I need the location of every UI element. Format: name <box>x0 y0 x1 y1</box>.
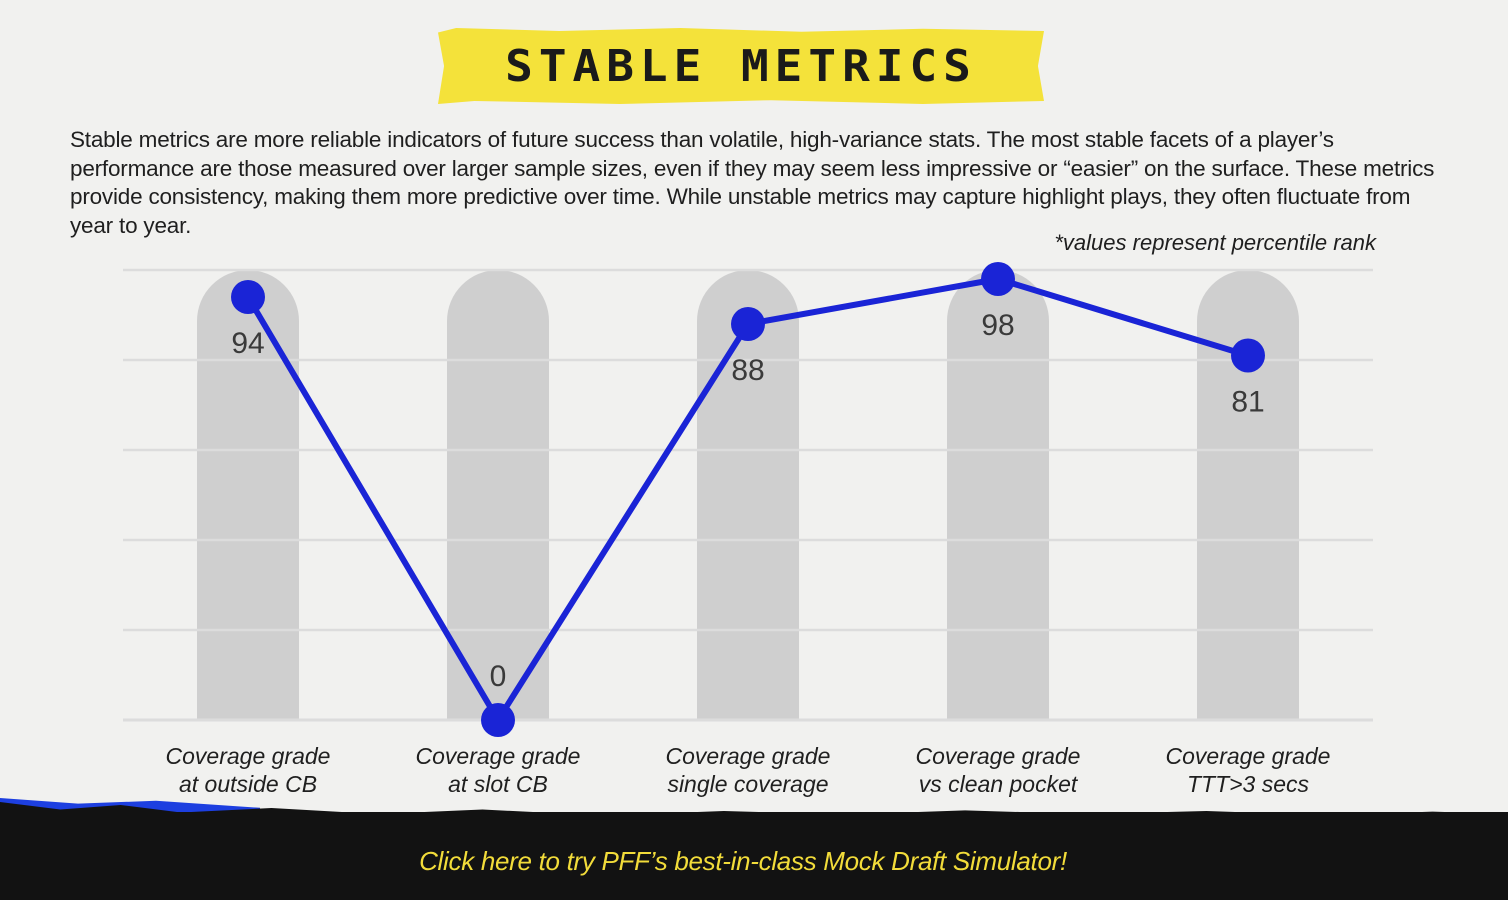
background-bar <box>197 270 299 720</box>
background-bar <box>947 270 1049 720</box>
background-bar <box>447 270 549 720</box>
page-title: STABLE METRICS <box>505 40 977 92</box>
data-label: 94 <box>231 327 264 360</box>
data-point <box>481 703 515 737</box>
data-label: 88 <box>731 354 764 387</box>
data-point <box>231 280 265 314</box>
intro-paragraph: Stable metrics are more reliable indicat… <box>70 127 1435 238</box>
category-label-line: single coverage <box>667 771 828 797</box>
category-label-line: Coverage grade <box>666 743 831 769</box>
category-label: Coverage grade at slot CB <box>416 743 581 797</box>
category-label-line: at outside CB <box>179 771 317 797</box>
data-point <box>731 307 765 341</box>
title-banner: STABLE METRICS <box>438 28 1044 104</box>
category-label-line: TTT>3 secs <box>1187 771 1310 797</box>
footer-band <box>0 812 1508 900</box>
category-label: Coverage grade at outside CB <box>166 743 331 797</box>
data-point <box>981 262 1015 296</box>
category-label-line: Coverage grade <box>1166 743 1331 769</box>
data-label: 0 <box>490 660 507 693</box>
mock-draft-link[interactable]: Click here to try PFF’s best-in-class Mo… <box>419 846 1067 876</box>
category-label: Coverage grade TTT>3 secs <box>1166 743 1331 797</box>
data-label: 98 <box>981 309 1014 342</box>
category-label-line: vs clean pocket <box>919 771 1079 797</box>
data-point <box>1231 338 1265 373</box>
background-bar <box>697 270 799 720</box>
category-label-line: Coverage grade <box>166 743 331 769</box>
category-label-line: at slot CB <box>448 771 548 797</box>
percentile-note: *values represent percentile rank <box>1054 230 1376 255</box>
background-bar <box>1197 270 1299 720</box>
category-label-line: Coverage grade <box>416 743 581 769</box>
category-label-line: Coverage grade <box>916 743 1081 769</box>
category-label: Coverage grade single coverage <box>666 743 831 797</box>
category-label: Coverage grade vs clean pocket <box>916 743 1081 797</box>
data-label: 81 <box>1231 386 1264 419</box>
